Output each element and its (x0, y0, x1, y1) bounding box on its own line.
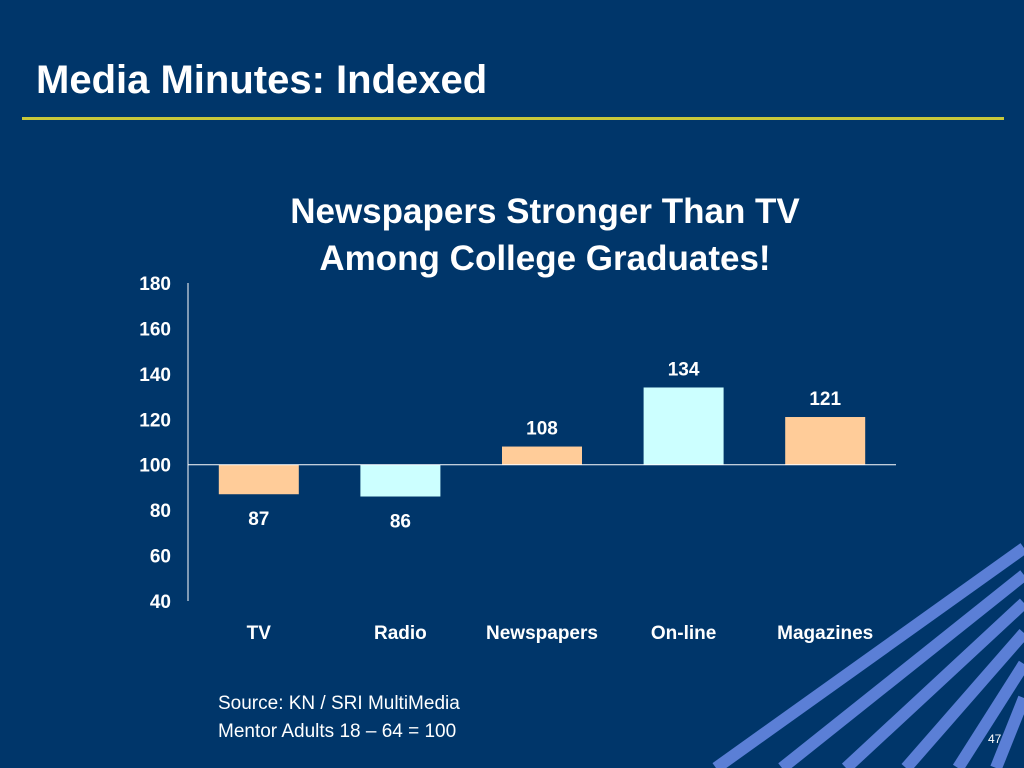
stripe (952, 660, 1024, 768)
title-rule (22, 117, 1004, 120)
slide-title: Media Minutes: Indexed (36, 58, 488, 102)
bar (502, 446, 582, 465)
bar-value-label: 108 (526, 419, 558, 440)
x-tick-label: TV (247, 623, 272, 644)
y-tick-label: 100 (139, 456, 171, 477)
chart-title-line-2: Among College Graduates! (319, 239, 771, 278)
y-tick-label: 140 (139, 365, 171, 386)
stripe (778, 570, 1024, 768)
y-tick-label: 120 (139, 410, 171, 431)
x-tick-label: Radio (374, 623, 427, 644)
bar-value-label: 134 (668, 359, 700, 380)
y-tick-label: 160 (139, 319, 171, 340)
stripe (841, 598, 1024, 768)
bar (785, 417, 866, 465)
y-tick-label: 180 (139, 274, 171, 295)
source-note: Source: KN / SRI MultiMedia Mentor Adult… (218, 690, 460, 746)
x-tick-label: On-line (651, 623, 716, 644)
bar-value-label: 86 (390, 512, 411, 533)
source-line-2: Mentor Adults 18 – 64 = 100 (218, 721, 457, 742)
stripe (990, 695, 1024, 768)
bar-value-label: 87 (248, 509, 269, 530)
y-tick-label: 40 (150, 592, 171, 613)
x-tick-label: Newspapers (486, 623, 598, 644)
x-tick-label: Magazines (777, 623, 873, 644)
bar (643, 387, 724, 465)
chart-title: Newspapers Stronger Than TV Among Colleg… (200, 188, 890, 282)
source-line-1: Source: KN / SRI MultiMedia (218, 693, 460, 714)
page-number: 47 (988, 732, 1002, 746)
chart-title-line-1: Newspapers Stronger Than TV (290, 192, 800, 231)
bar (360, 464, 441, 497)
y-tick-label: 60 (150, 547, 171, 568)
bar (218, 464, 299, 495)
stripe (901, 629, 1024, 768)
bar-value-label: 121 (809, 389, 841, 410)
y-tick-label: 80 (150, 501, 171, 522)
stripe (712, 543, 1024, 768)
